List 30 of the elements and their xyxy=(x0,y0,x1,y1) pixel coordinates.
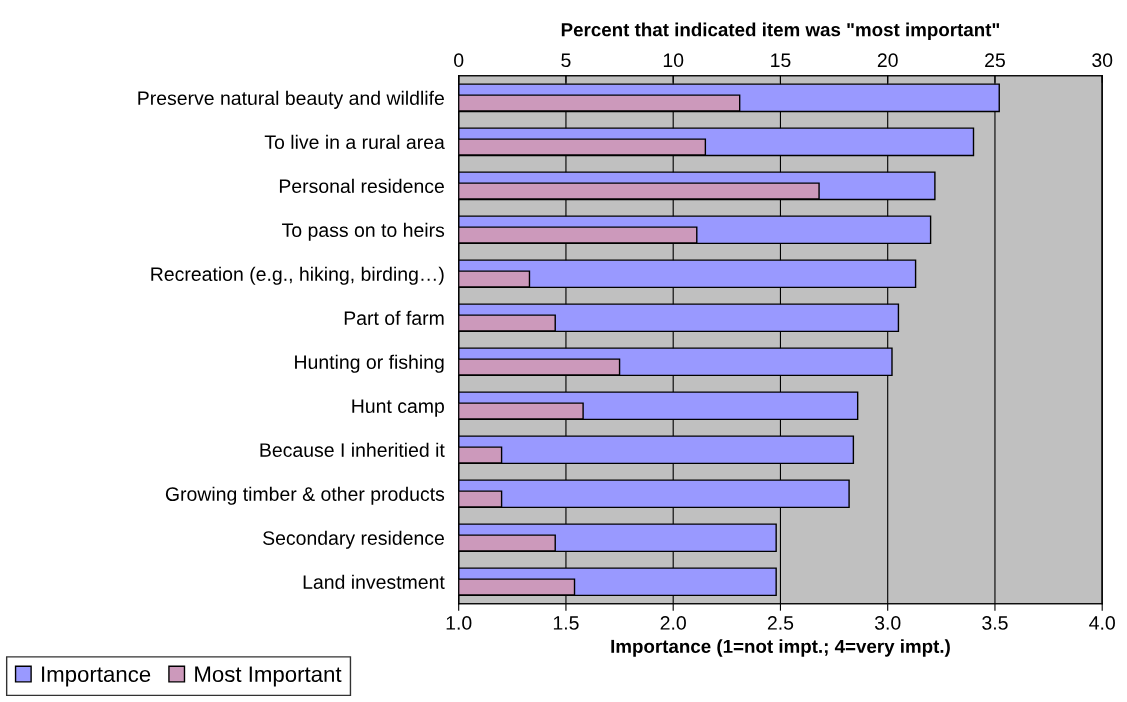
y-tick-label: Recreation (e.g., hiking, birding…) xyxy=(151,266,444,285)
x-tick-label: 3.5 xyxy=(982,616,1008,630)
x2-tick-label: 30 xyxy=(1092,53,1113,68)
x2-tick-label: 20 xyxy=(877,53,898,68)
y-tick-label: Growing timber & other products xyxy=(165,486,445,505)
x-axis-title: Importance (1=not impt.; 4=very impt.) xyxy=(611,639,950,657)
y-tick-label: Because I inheritied it xyxy=(260,442,445,457)
x2-tick-label: 0 xyxy=(454,53,464,68)
x2-tick-label: 10 xyxy=(663,53,684,68)
y-tick-label: Secondary residence xyxy=(263,530,444,549)
legend-label: Importance xyxy=(42,666,151,687)
y-tick-label: Part of farm xyxy=(344,310,444,326)
x-tick-label: 4.0 xyxy=(1089,616,1115,630)
y-tick-label: Land investment xyxy=(303,574,445,589)
x-tick-label: 3.0 xyxy=(874,616,901,630)
x2-tick-label: 15 xyxy=(771,53,791,68)
x2-tick-label: 5 xyxy=(561,53,571,68)
x-tick-label: 2.0 xyxy=(660,616,686,630)
x2-axis-title: Percent that indicated item was "most important" xyxy=(561,22,1000,41)
y-tick-label: Personal residence xyxy=(279,178,444,194)
y-tick-label: Hunt camp xyxy=(352,399,444,417)
y-tick-label: To live in a rural area xyxy=(264,134,445,150)
y-tick-label: To pass on to heirs xyxy=(282,222,445,241)
x-tick-label: 1.5 xyxy=(553,616,579,630)
x-tick-label: 1.0 xyxy=(446,616,472,630)
y-tick-label: Preserve natural beauty and wildlife xyxy=(138,90,444,109)
x2-tick-label: 25 xyxy=(985,53,1005,68)
y-tick-label: Hunting or fishing xyxy=(295,354,444,373)
legend-label: Most Important xyxy=(195,666,342,687)
x-tick-label: 2.5 xyxy=(767,616,794,630)
